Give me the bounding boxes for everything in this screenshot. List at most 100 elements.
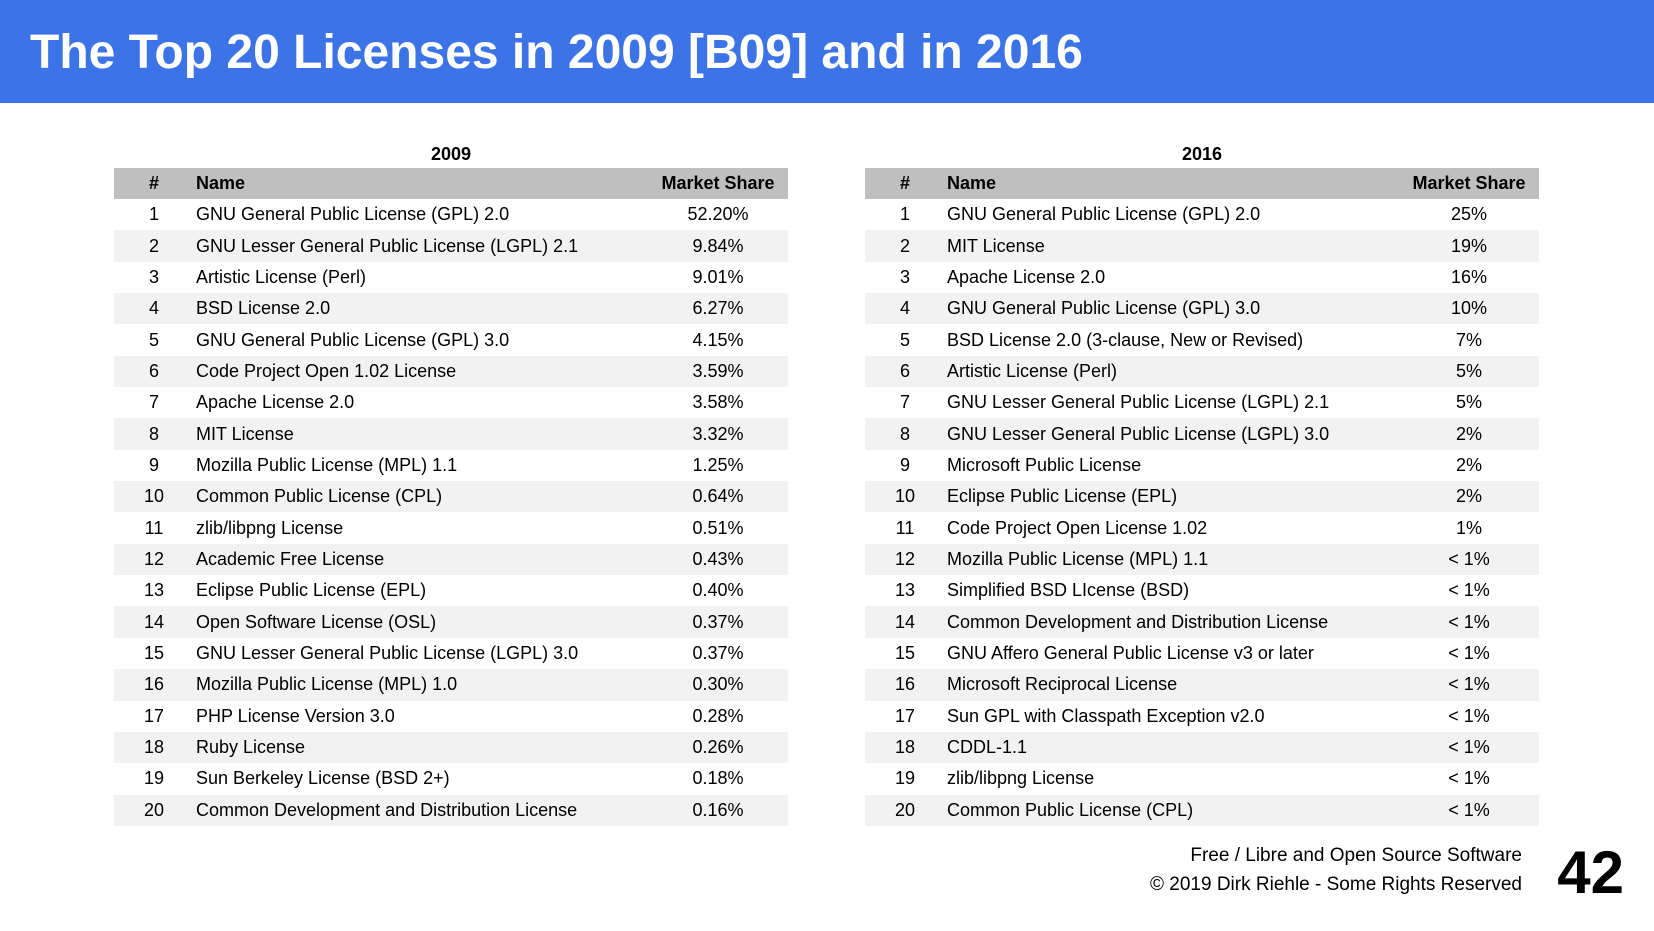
table-row: 12 Academic Free License 0.43% [114, 543, 788, 576]
table-row: 7 GNU Lesser General Public License (LGPL… [865, 387, 1539, 418]
row-num: 17 [894, 705, 916, 726]
row-num: 11 [895, 517, 915, 538]
row-name: GNU General Public License (GPL) 2.0 [196, 204, 510, 225]
row-name: Ruby License [196, 737, 306, 758]
row-num: 8 [899, 423, 910, 444]
row-num: 10 [143, 486, 165, 507]
row-num: 12 [143, 548, 165, 569]
table-row: 5 BSD License 2.0 (3-clause, New or Revis… [865, 324, 1539, 355]
row-num: 4 [148, 298, 159, 319]
row-share: 2% [1455, 423, 1482, 444]
table-row: 19 Sun Berkeley License (BSD 2+) 0.18% [114, 763, 788, 794]
row-share: 1.25% [692, 454, 744, 475]
table-row: 16 Microsoft Reciprocal License < 1% [865, 669, 1539, 701]
row-share: 0.64% [692, 486, 744, 507]
table-row: 11 zlib/libpng License 0.51% [114, 512, 788, 543]
row-name: zlib/libpng License [947, 768, 1095, 789]
row-share: 2% [1455, 486, 1482, 507]
title-banner: The Top 20 Licenses in 2009 [B09] and in… [0, 0, 1654, 103]
row-share: 3.59% [692, 360, 744, 381]
table-row: 3 Artistic License (Perl) 9.01% [114, 262, 788, 293]
row-name: GNU Lesser General Public License (LGPL)… [947, 392, 1330, 413]
row-num: 16 [143, 674, 165, 695]
row-share: < 1% [1448, 642, 1490, 663]
footer-copyright: © 2019 Dirk Riehle - Some Rights Reserve… [1150, 874, 1522, 895]
row-name: Artistic License (Perl) [196, 266, 367, 287]
row-num: 20 [143, 799, 165, 820]
row-share: 5% [1455, 360, 1482, 381]
row-num: 5 [899, 329, 910, 350]
row-share: 0.16% [692, 799, 744, 820]
table-header-row: # Name Market Share [865, 168, 1539, 199]
page-number: 42 [1557, 839, 1624, 906]
row-num: 18 [143, 737, 165, 758]
row-name: Open Software License (OSL) [196, 611, 437, 632]
row-share: 0.30% [692, 674, 744, 695]
row-name: Microsoft Reciprocal License [947, 674, 1178, 695]
row-num: 3 [899, 266, 910, 287]
row-num: 17 [143, 705, 165, 726]
row-name: GNU Lesser General Public License (LGPL)… [947, 423, 1330, 444]
table-row: 17 PHP License Version 3.0 0.28% [114, 701, 788, 732]
row-share: < 1% [1448, 705, 1490, 726]
table-body-2016: 1 GNU General Public License (GPL) 2.0 25%… [865, 199, 1539, 826]
table-row: 12 Mozilla Public License (MPL) 1.1 < 1% [865, 543, 1539, 576]
table-2009: 2009 # Name Market Share 1 GNU General Pu… [114, 140, 788, 826]
row-num: 6 [899, 360, 910, 381]
row-num: 5 [148, 329, 159, 350]
row-share: < 1% [1448, 674, 1490, 695]
row-share: 0.37% [692, 642, 744, 663]
header-num: # [899, 173, 910, 193]
row-num: 16 [894, 674, 916, 695]
row-share: 4.15% [692, 329, 744, 350]
row-name: Common Development and Distribution Lice… [947, 611, 1329, 632]
row-num: 9 [899, 454, 910, 475]
row-name: Eclipse Public License (EPL) [947, 486, 1178, 507]
row-name: Common Public License (CPL) [196, 486, 443, 507]
row-name: zlib/libpng License [196, 517, 344, 538]
row-share: < 1% [1448, 580, 1490, 601]
table-row: 13 Eclipse Public License (EPL) 0.40% [114, 575, 788, 606]
row-num: 2 [148, 235, 159, 256]
header-share: Market Share [1412, 173, 1526, 193]
row-name: Mozilla Public License (MPL) 1.0 [196, 674, 458, 695]
footer-line-1: Free / Libre and Open Source Software [1190, 845, 1522, 866]
table-row: 15 GNU Affero General Public License v3 o… [865, 638, 1539, 669]
row-num: 14 [894, 611, 916, 632]
row-share: 9.01% [692, 266, 744, 287]
row-num: 19 [894, 768, 916, 789]
row-name: Artistic License (Perl) [947, 360, 1118, 381]
row-name: Mozilla Public License (MPL) 1.1 [947, 548, 1209, 569]
row-share: 25% [1450, 204, 1488, 225]
table-row: 6 Artistic License (Perl) 5% [865, 355, 1539, 388]
table-row: 7 Apache License 2.0 3.58% [114, 387, 788, 418]
table-row: 4 GNU General Public License (GPL) 3.0 10% [865, 293, 1539, 325]
row-name: Microsoft Public License [947, 454, 1142, 475]
row-name: BSD License 2.0 (3-clause, New or Revise… [947, 329, 1304, 350]
table-row: 16 Mozilla Public License (MPL) 1.0 0.30% [114, 669, 788, 701]
table-row: 2 MIT License 19% [865, 230, 1539, 262]
row-num: 19 [143, 768, 165, 789]
row-name: PHP License Version 3.0 [196, 705, 395, 726]
row-num: 9 [148, 454, 159, 475]
table-row: 4 BSD License 2.0 6.27% [114, 293, 788, 325]
row-num: 10 [894, 486, 916, 507]
row-name: Code Project Open 1.02 License [196, 360, 457, 381]
row-name: Academic Free License [196, 548, 385, 569]
row-num: 4 [899, 298, 910, 319]
row-num: 7 [899, 392, 910, 413]
row-num: 13 [894, 580, 916, 601]
row-num: 12 [894, 548, 916, 569]
table-row: 10 Eclipse Public License (EPL) 2% [865, 481, 1539, 513]
row-num: 3 [148, 266, 159, 287]
header-num: # [148, 173, 159, 193]
table-row: 8 GNU Lesser General Public License (LGPL… [865, 418, 1539, 450]
row-share: 5% [1455, 392, 1482, 413]
row-share: 0.28% [692, 705, 744, 726]
row-share: < 1% [1448, 737, 1490, 758]
row-share: 0.40% [692, 580, 744, 601]
table-row: 14 Open Software License (OSL) 0.37% [114, 606, 788, 638]
row-share: < 1% [1448, 548, 1490, 569]
table-row: 9 Microsoft Public License 2% [865, 450, 1539, 481]
row-name: Common Public License (CPL) [947, 799, 1194, 820]
